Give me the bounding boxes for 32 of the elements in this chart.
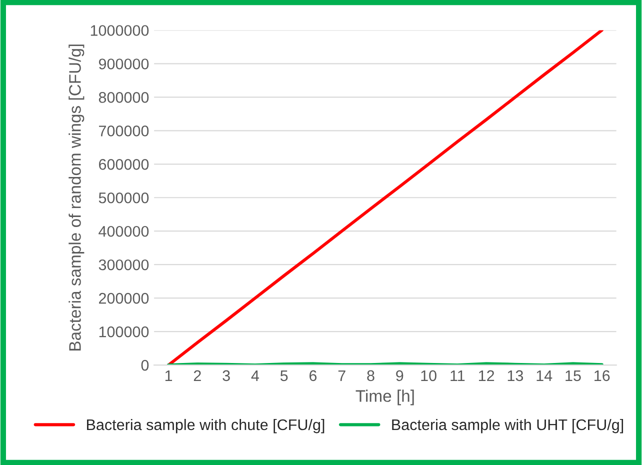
x-tick-label: 3 (222, 370, 230, 382)
x-tick-label: 14 (536, 370, 552, 381)
x-tick-label: 13 (508, 370, 524, 382)
x-tick-label: 1 (165, 370, 172, 381)
x-tick-label: 2 (194, 370, 201, 381)
x-tick-label: 12 (478, 370, 494, 381)
y-tick-label: 100000 (99, 326, 149, 338)
y-tick-label: 300000 (98, 259, 149, 270)
x-tick-label: 10 (421, 370, 436, 382)
y-tick-label: 800000 (98, 92, 149, 103)
x-tick-label: 8 (367, 370, 374, 382)
y-tick-label: 0 (141, 360, 149, 371)
x-tick-label: 7 (338, 370, 346, 381)
y-axis-title: Bacteria sample of random wings [CFU/g] (68, 44, 84, 350)
y-tick-label: 500000 (98, 192, 149, 204)
y-tick-label: 900000 (98, 58, 149, 70)
x-tick-label: 5 (280, 370, 288, 382)
x-tick-label: 16 (594, 370, 610, 382)
x-tick-label: 4 (251, 370, 259, 381)
x-tick-label: 6 (310, 370, 317, 382)
y-tick-label: 200000 (99, 292, 149, 304)
x-tick-label: 15 (566, 370, 581, 382)
y-tick-label: 700000 (99, 126, 149, 136)
y-tick-label: 600000 (99, 159, 149, 170)
x-tick-label: 9 (396, 370, 404, 382)
x-tick-label: 11 (450, 370, 465, 381)
legend-label: Bacteria sample with chute [CFU/g] (87, 418, 324, 434)
x-axis-title: Time [h] (356, 390, 414, 406)
y-tick-label: 400000 (98, 226, 149, 237)
line-series (166, 30, 604, 366)
y-tick-label: 1000000 (90, 25, 149, 36)
legend-label: Bacteria sample with UHT [CFU/g] (392, 418, 624, 434)
